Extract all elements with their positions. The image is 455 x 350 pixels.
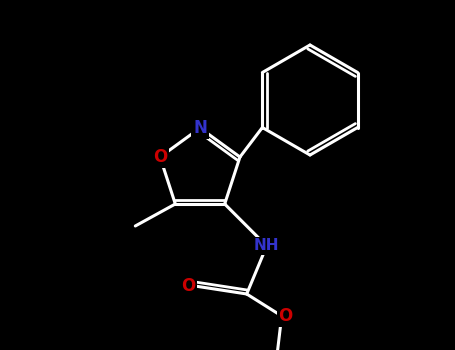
Text: NH: NH xyxy=(254,238,279,253)
Text: O: O xyxy=(153,148,167,166)
Text: O: O xyxy=(278,307,293,325)
Text: N: N xyxy=(193,119,207,137)
Text: O: O xyxy=(182,277,196,295)
